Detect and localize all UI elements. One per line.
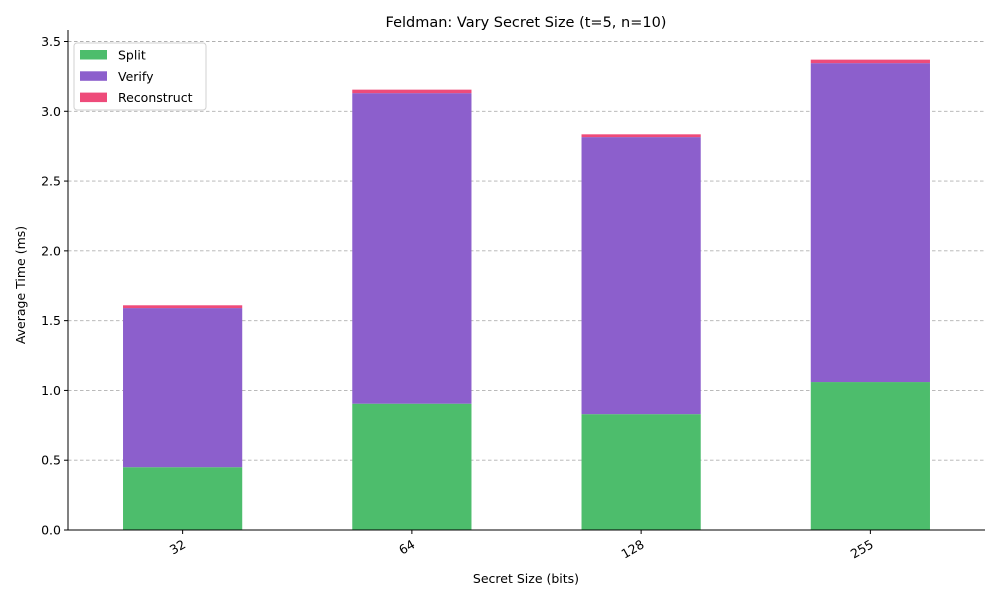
bar-reconstruct-128 [581,134,701,138]
bar-reconstruct-255 [810,59,930,64]
chart-title: Feldman: Vary Secret Size (t=5, n=10) [386,15,667,31]
x-tick-label: 32 [167,537,188,558]
y-tick-label: 2.0 [41,243,61,258]
bars [123,59,930,530]
y-tick-label: 2.5 [41,174,61,189]
y-tick-label: 3.5 [41,34,61,49]
y-tick-label: 0.0 [41,523,61,538]
bar-verify-128 [581,137,701,415]
y-tick-label: 0.5 [41,453,61,468]
legend-label-verify: Verify [118,69,154,84]
legend-label-split: Split [118,48,146,63]
bar-split-32 [123,467,243,530]
legend-swatch-split [80,50,107,60]
bar-split-64 [352,403,472,530]
y-tick-label: 3.0 [41,104,61,119]
legend-swatch-reconstruct [80,92,107,103]
legend: Split Verify Reconstruct [73,42,207,111]
x-tick-label: 64 [396,537,417,558]
bar-verify-255 [810,63,930,383]
y-axis-label: Average Time (ms) [13,226,28,344]
bar-verify-32 [123,308,243,468]
bar-split-255 [810,382,930,530]
y-tick-label: 1.0 [41,383,61,398]
bar-split-128 [581,414,701,530]
bar-reconstruct-64 [352,89,472,94]
bar-verify-64 [352,93,472,404]
y-tick-label: 1.5 [41,313,61,328]
legend-label-reconstruct: Reconstruct [118,90,193,105]
bar-reconstruct-32 [123,305,243,309]
legend-swatch-verify [80,71,107,81]
x-axis-label: Secret Size (bits) [473,571,579,586]
